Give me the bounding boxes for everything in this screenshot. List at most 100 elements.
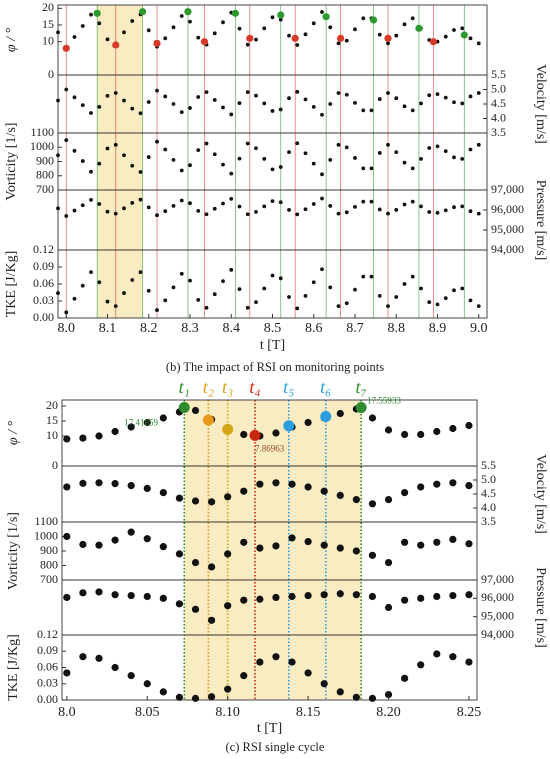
y-tick-label: 3.5 (481, 514, 496, 528)
data-point (368, 592, 377, 601)
data-point (336, 491, 344, 499)
data-point (384, 426, 393, 434)
data-point (304, 591, 312, 600)
y-axis-label: Velocity [m/s] (533, 64, 548, 144)
phase-label: t₂ (203, 377, 214, 397)
data-point (377, 207, 382, 212)
data-point (272, 593, 280, 602)
data-point (394, 208, 399, 212)
data-point (224, 550, 232, 558)
data-point (171, 204, 176, 208)
data-point (394, 150, 399, 154)
data-point (262, 286, 267, 291)
data-point (287, 33, 291, 38)
data-point (196, 95, 201, 99)
data-point (336, 142, 341, 147)
minima-point (153, 39, 161, 47)
y-axis-label: Pressure [m/s] (533, 180, 548, 261)
data-point (304, 669, 312, 677)
data-point (401, 430, 409, 439)
data-point (159, 543, 167, 551)
x-axis-label: t [T] (257, 721, 282, 736)
y-tick-label: 5.0 (491, 81, 506, 95)
annotation: 17.55933 (367, 396, 401, 406)
minima-point (429, 38, 437, 46)
data-point (56, 30, 60, 35)
data-point (361, 166, 366, 171)
data-point (262, 157, 267, 161)
data-point (95, 588, 103, 596)
data-point (127, 423, 135, 431)
data-point (221, 162, 225, 167)
maxima-point (138, 8, 147, 16)
y-tick-label: 96,000 (481, 590, 514, 604)
y-tick-label: 4.5 (491, 96, 506, 110)
data-point (344, 145, 349, 150)
y-tick-label: 0.00 (37, 692, 58, 706)
x-tick-label: 8.4 (223, 321, 241, 336)
data-point (254, 93, 258, 98)
data-point (361, 274, 366, 279)
data-point (353, 287, 357, 292)
y-tick-label: 0.03 (37, 676, 58, 690)
data-point (113, 142, 118, 147)
data-point (402, 282, 407, 286)
data-point (344, 301, 349, 306)
data-point (89, 197, 93, 202)
data-point (320, 172, 324, 177)
data-point (427, 210, 432, 214)
data-point (336, 590, 344, 598)
data-point (460, 26, 465, 31)
data-point (288, 534, 296, 542)
y-tick-label: 900 (36, 153, 54, 167)
data-point (229, 171, 234, 176)
data-point (204, 305, 209, 310)
data-point (146, 155, 151, 159)
data-point (97, 161, 102, 166)
phase-marker (320, 411, 332, 422)
data-point (163, 36, 168, 41)
data-point (303, 151, 308, 156)
data-point (270, 273, 275, 278)
data-point (188, 278, 192, 283)
y-tick-label: 800 (40, 557, 58, 571)
y-axis-label: TKE [J/Kg] (6, 634, 21, 701)
data-point (311, 202, 316, 206)
data-point (143, 418, 151, 427)
data-point (295, 89, 300, 94)
y-tick-label: 0 (48, 67, 54, 81)
data-point (384, 603, 393, 612)
data-point (419, 286, 423, 291)
data-point (113, 211, 118, 216)
data-point (130, 163, 135, 168)
data-point (111, 591, 119, 599)
data-point (410, 274, 415, 279)
data-point (476, 41, 481, 46)
data-point (386, 41, 390, 46)
data-point (427, 146, 432, 150)
data-point (369, 166, 374, 171)
data-point (171, 285, 176, 290)
data-point (272, 479, 280, 487)
data-point (262, 204, 267, 209)
data-point (63, 669, 71, 677)
x-tick-label: 8.15 (296, 705, 321, 720)
x-tick-label: 8.0 (58, 705, 76, 720)
data-point (254, 209, 258, 214)
data-point (377, 151, 382, 155)
x-tick-label: 8.3 (181, 321, 199, 336)
data-point (229, 267, 234, 272)
y-axis-label: Vorticity [1/s] (6, 512, 21, 590)
data-point (288, 658, 296, 666)
data-point (336, 211, 341, 216)
data-point (435, 92, 440, 97)
data-point (146, 100, 151, 104)
data-point (143, 535, 151, 543)
y-tick-label: 15 (46, 413, 58, 427)
data-point (191, 559, 200, 567)
data-point (433, 592, 441, 601)
data-point (443, 34, 448, 39)
data-point (368, 551, 377, 559)
data-point (304, 418, 312, 427)
data-point (254, 300, 258, 305)
